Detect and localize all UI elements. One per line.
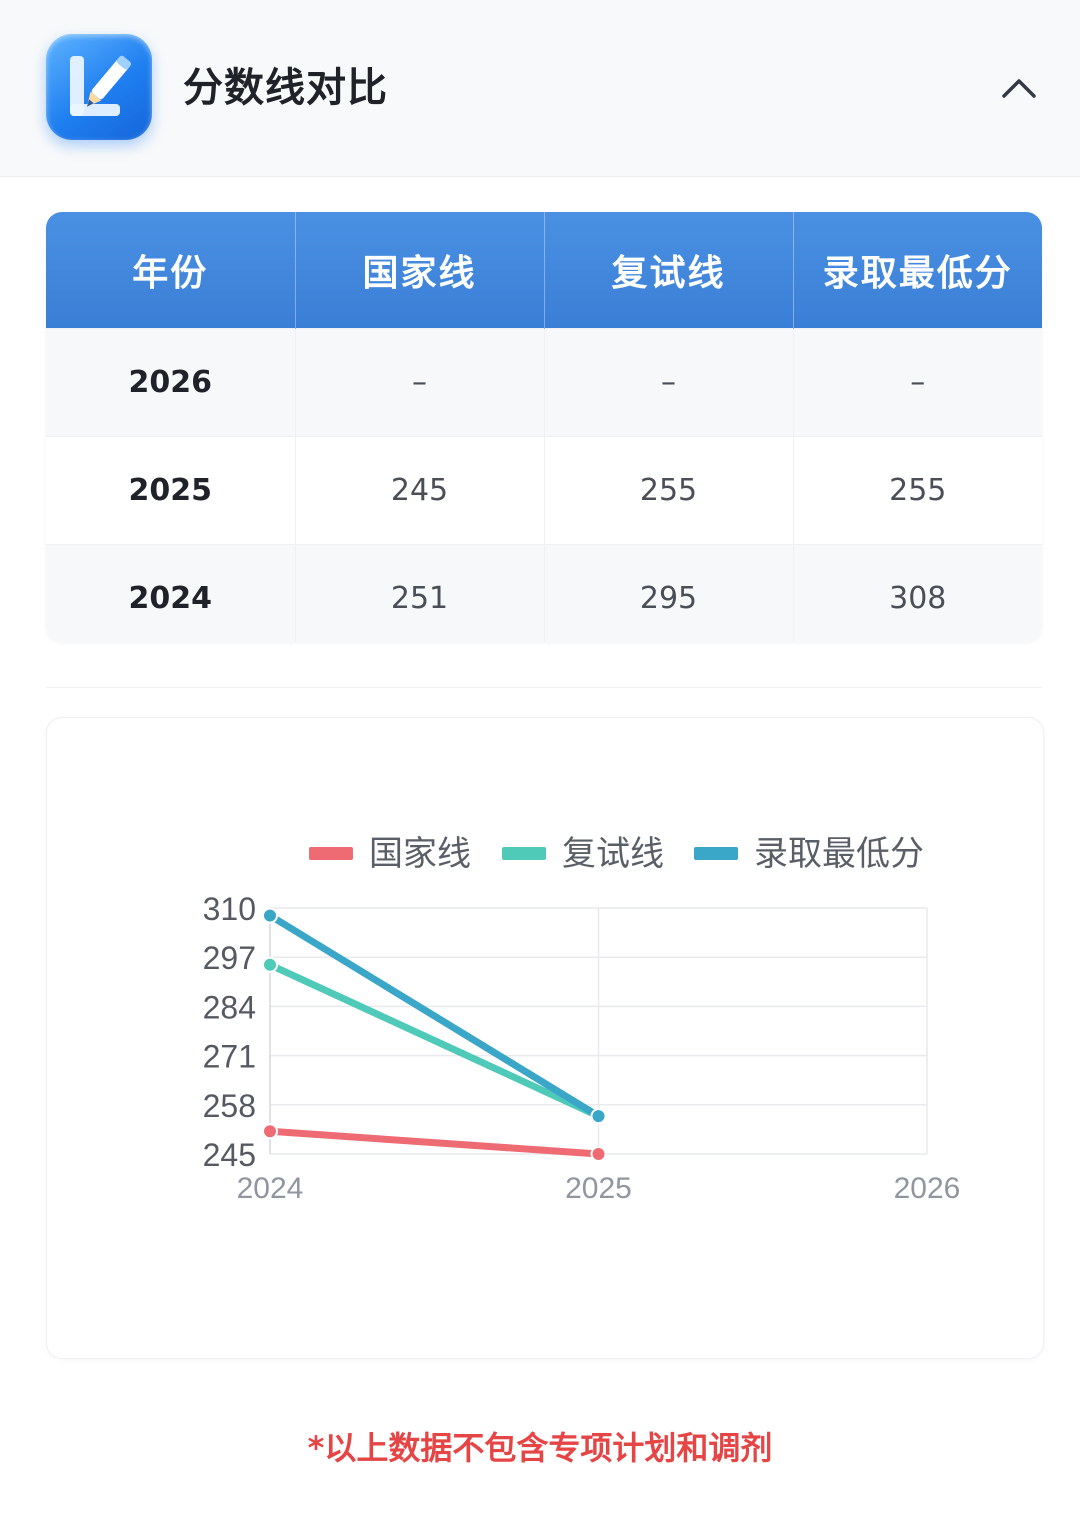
data-point — [262, 956, 278, 973]
collapse-button[interactable] — [992, 60, 1046, 114]
cell-national-line: – — [295, 328, 545, 437]
data-point — [262, 1123, 278, 1140]
cell-min-admission: – — [793, 328, 1042, 437]
x-tick-label: 2025 — [565, 1172, 632, 1205]
y-tick-label: 245 — [203, 1137, 256, 1173]
cell-retest-line: – — [544, 328, 794, 437]
cell-retest-line: 295 — [544, 544, 794, 642]
section-divider — [46, 687, 1042, 688]
cell-national-line: 245 — [295, 436, 545, 545]
y-tick-label: 310 — [203, 891, 256, 927]
table-row: 2025 245 255 255 — [46, 436, 1042, 545]
y-tick-label: 284 — [203, 989, 256, 1025]
series-line-1 — [266, 961, 602, 1120]
data-point — [262, 907, 278, 924]
series-line-0 — [266, 1127, 602, 1158]
cell-year: 2025 — [46, 436, 296, 545]
cell-min-admission: 308 — [793, 544, 1042, 642]
legend-label: 复试线 — [562, 834, 664, 874]
cell-min-admission: 255 — [793, 436, 1042, 545]
x-tick-label: 2026 — [894, 1172, 961, 1205]
column-header-national-line: 国家线 — [295, 212, 545, 329]
section-header: 分数线对比 — [0, 0, 1080, 177]
table-row: 2026 – – – — [46, 328, 1042, 437]
column-header-year: 年份 — [46, 212, 296, 329]
cell-retest-line: 255 — [544, 436, 794, 545]
cell-year: 2026 — [46, 328, 296, 437]
chevron-up-icon — [1002, 79, 1036, 98]
data-point — [590, 1146, 607, 1162]
x-tick-label: 2024 — [237, 1172, 304, 1205]
y-tick-label: 271 — [203, 1039, 256, 1075]
data-point — [590, 1108, 607, 1125]
legend-label: 国家线 — [369, 834, 471, 874]
score-table: 年份 国家线 复试线 录取最低分 2026 – – – 2025 245 255… — [46, 212, 1042, 642]
table-header-row: 年份 国家线 复试线 录取最低分 — [46, 212, 1042, 329]
line-chart: 245 258 271 284 297 310 2024 2025 2026 国家线 复试线 录取最低… — [203, 834, 961, 1205]
legend-label: 录取最低分 — [754, 834, 924, 874]
legend-swatch — [502, 847, 546, 860]
y-tick-label: 297 — [203, 940, 256, 976]
cell-year: 2024 — [46, 544, 296, 642]
page-title: 分数线对比 — [183, 65, 388, 111]
column-header-min-admission: 录取最低分 — [793, 212, 1042, 329]
column-header-retest-line: 复试线 — [544, 212, 794, 329]
legend-swatch — [309, 847, 353, 860]
line-chart-card: 245 258 271 284 297 310 2024 2025 2026 国家线 复试线 录取最低… — [46, 717, 1044, 1359]
cell-national-line: 251 — [295, 544, 545, 642]
legend-swatch — [694, 847, 738, 860]
series-line-2 — [266, 912, 602, 1120]
pencil-notebook-icon — [46, 34, 152, 140]
y-tick-label: 258 — [203, 1088, 256, 1124]
table-row: 2024 251 295 308 — [46, 544, 1042, 642]
footnote: *以上数据不包含专项计划和调剂 — [307, 1429, 773, 1467]
